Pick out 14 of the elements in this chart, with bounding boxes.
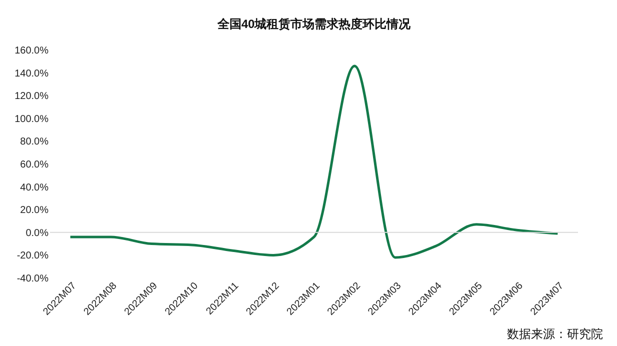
y-tick-label: 80.0%	[20, 136, 49, 148]
y-tick-label: 140.0%	[14, 68, 49, 80]
source-note: 数据来源：研究院	[507, 326, 603, 343]
y-tick-label: 160.0%	[14, 46, 49, 56]
y-tick-label: 100.0%	[14, 114, 49, 125]
line-series	[69, 64, 559, 259]
y-tick-label: 0.0%	[26, 228, 49, 239]
chart-title: 全国40城租赁市场需求热度环比情况	[216, 17, 412, 31]
y-tick-label: 20.0%	[20, 205, 49, 216]
y-tick-label: -20.0%	[16, 250, 49, 262]
y-tick-label: 40.0%	[20, 182, 49, 194]
y-tick-label: 120.0%	[14, 91, 49, 102]
y-tick-label: 60.0%	[20, 160, 49, 170]
y-tick-label: -40.0%	[16, 274, 49, 284]
